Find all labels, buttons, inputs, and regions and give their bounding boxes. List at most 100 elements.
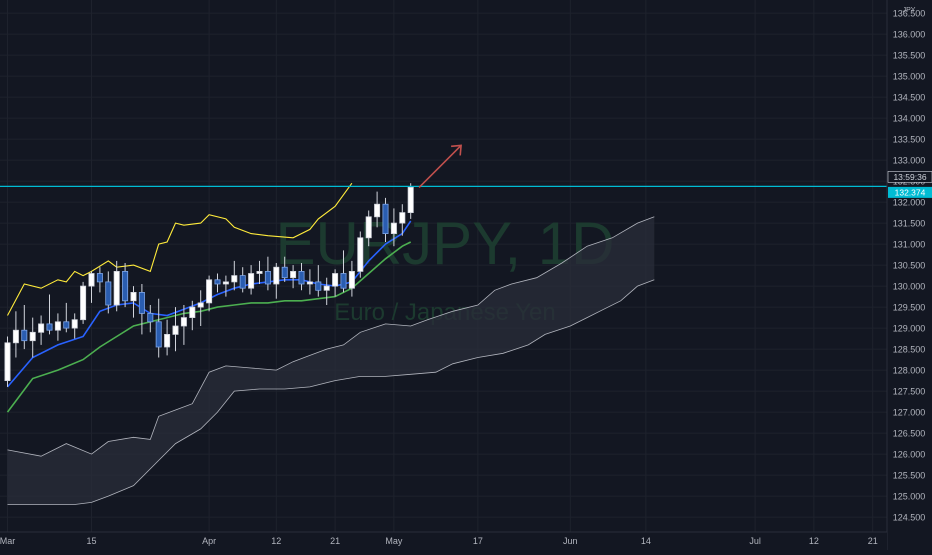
candle (382, 197, 389, 242)
candle (105, 271, 112, 314)
time-tick-label: May (385, 536, 403, 546)
candle-body (71, 319, 78, 329)
arrow-shaft[interactable] (418, 144, 462, 188)
candle (281, 256, 288, 282)
price-tick-label: 133.000 (893, 156, 926, 166)
arrow-head[interactable] (451, 144, 462, 156)
candle-body (407, 186, 414, 213)
time-tick-label: 15 (86, 536, 96, 546)
price-tick-label: 130.500 (893, 261, 926, 271)
cloud-layer (7, 216, 655, 505)
candle (306, 269, 313, 295)
candle (399, 204, 406, 236)
candle-body (231, 275, 238, 283)
candle (332, 269, 339, 297)
price-tick-label: 132.000 (893, 198, 926, 208)
candle-body (197, 302, 204, 308)
candle (138, 284, 145, 335)
candle-body (315, 281, 322, 291)
candle-body (113, 270, 120, 306)
price-tick-label: 129.500 (893, 303, 926, 313)
candle-body (281, 266, 288, 279)
candle-body (348, 270, 355, 289)
candle (164, 319, 171, 356)
candle-body (122, 270, 129, 302)
candle (315, 265, 322, 297)
candle (155, 298, 162, 358)
candle-body (382, 203, 389, 234)
candle-body (138, 291, 145, 314)
candles (4, 183, 414, 387)
candle-body (46, 323, 53, 331)
candle (340, 250, 347, 293)
candle-body (264, 270, 271, 285)
price-tick-label: 130.000 (893, 282, 926, 292)
candle-body (399, 212, 406, 224)
price-tick-label: 125.500 (893, 471, 926, 481)
price-tick-label: 136.500 (893, 9, 926, 19)
candle-body (96, 273, 103, 283)
price-tick-label: 135.500 (893, 51, 926, 61)
price-tick-label: 134.000 (893, 114, 926, 124)
candle (122, 263, 129, 308)
candle-body (29, 331, 36, 342)
price-tick-label: 133.500 (893, 135, 926, 145)
price-tick-label: 125.000 (893, 492, 926, 502)
candle-body (340, 273, 347, 289)
candle-body (155, 321, 162, 348)
candle (46, 294, 53, 335)
candle (407, 183, 414, 219)
last-price-badge-bg (888, 186, 932, 198)
candle (38, 315, 45, 345)
candle-body (365, 216, 372, 239)
candle-body (63, 321, 70, 329)
candle (197, 290, 204, 326)
candle (88, 271, 95, 303)
candle-body (256, 270, 263, 274)
price-tick-label: 131.500 (893, 219, 926, 229)
price-tick-label: 124.500 (893, 513, 926, 523)
candle-body (54, 321, 61, 331)
candle-body (4, 342, 11, 381)
price-tick-label: 136.000 (893, 30, 926, 40)
candle-body (290, 270, 297, 279)
time-tick-label: 21 (868, 536, 878, 546)
time-tick-label: 21 (330, 536, 340, 546)
candle-body (273, 266, 280, 285)
candle (63, 302, 70, 333)
series-line-2 (7, 182, 353, 316)
price-tick-label: 128.000 (893, 366, 926, 376)
candle (180, 305, 187, 345)
price-tick-label: 127.500 (893, 387, 926, 397)
candle-body (298, 270, 305, 285)
candle-body (130, 291, 137, 302)
time-tick-label: Jul (749, 536, 761, 546)
candle (71, 313, 78, 339)
candle-body (80, 285, 87, 321)
currency-label: JPY (903, 7, 916, 14)
series-line-4 (7, 279, 655, 505)
candle (222, 275, 229, 297)
price-axis[interactable]: JPY 124.500 125.000 125.500 126.000 126.500 1… (886, 0, 932, 550)
candle (4, 336, 11, 387)
candle-body (12, 329, 19, 344)
candle (239, 267, 246, 293)
candle-body (390, 222, 397, 235)
arrow-drawing[interactable] (418, 144, 462, 188)
candle (21, 305, 28, 350)
candle (206, 275, 213, 312)
candle (298, 263, 305, 291)
candle (273, 263, 280, 299)
time-tick-label: 12 (271, 536, 281, 546)
candle (172, 307, 179, 352)
candle-body (323, 285, 330, 291)
series-line-3 (7, 216, 655, 457)
time-tick-label: 17 (473, 536, 483, 546)
price-badges: 13:59:36 132.374 (887, 171, 932, 198)
time-tick-label: Mar (0, 536, 15, 546)
candle-body (38, 323, 45, 333)
time-axis[interactable]: Mar 15 Apr 12 21 May 17 Jun 14 Jul 12 21 (0, 531, 887, 550)
candle-body (189, 306, 196, 319)
